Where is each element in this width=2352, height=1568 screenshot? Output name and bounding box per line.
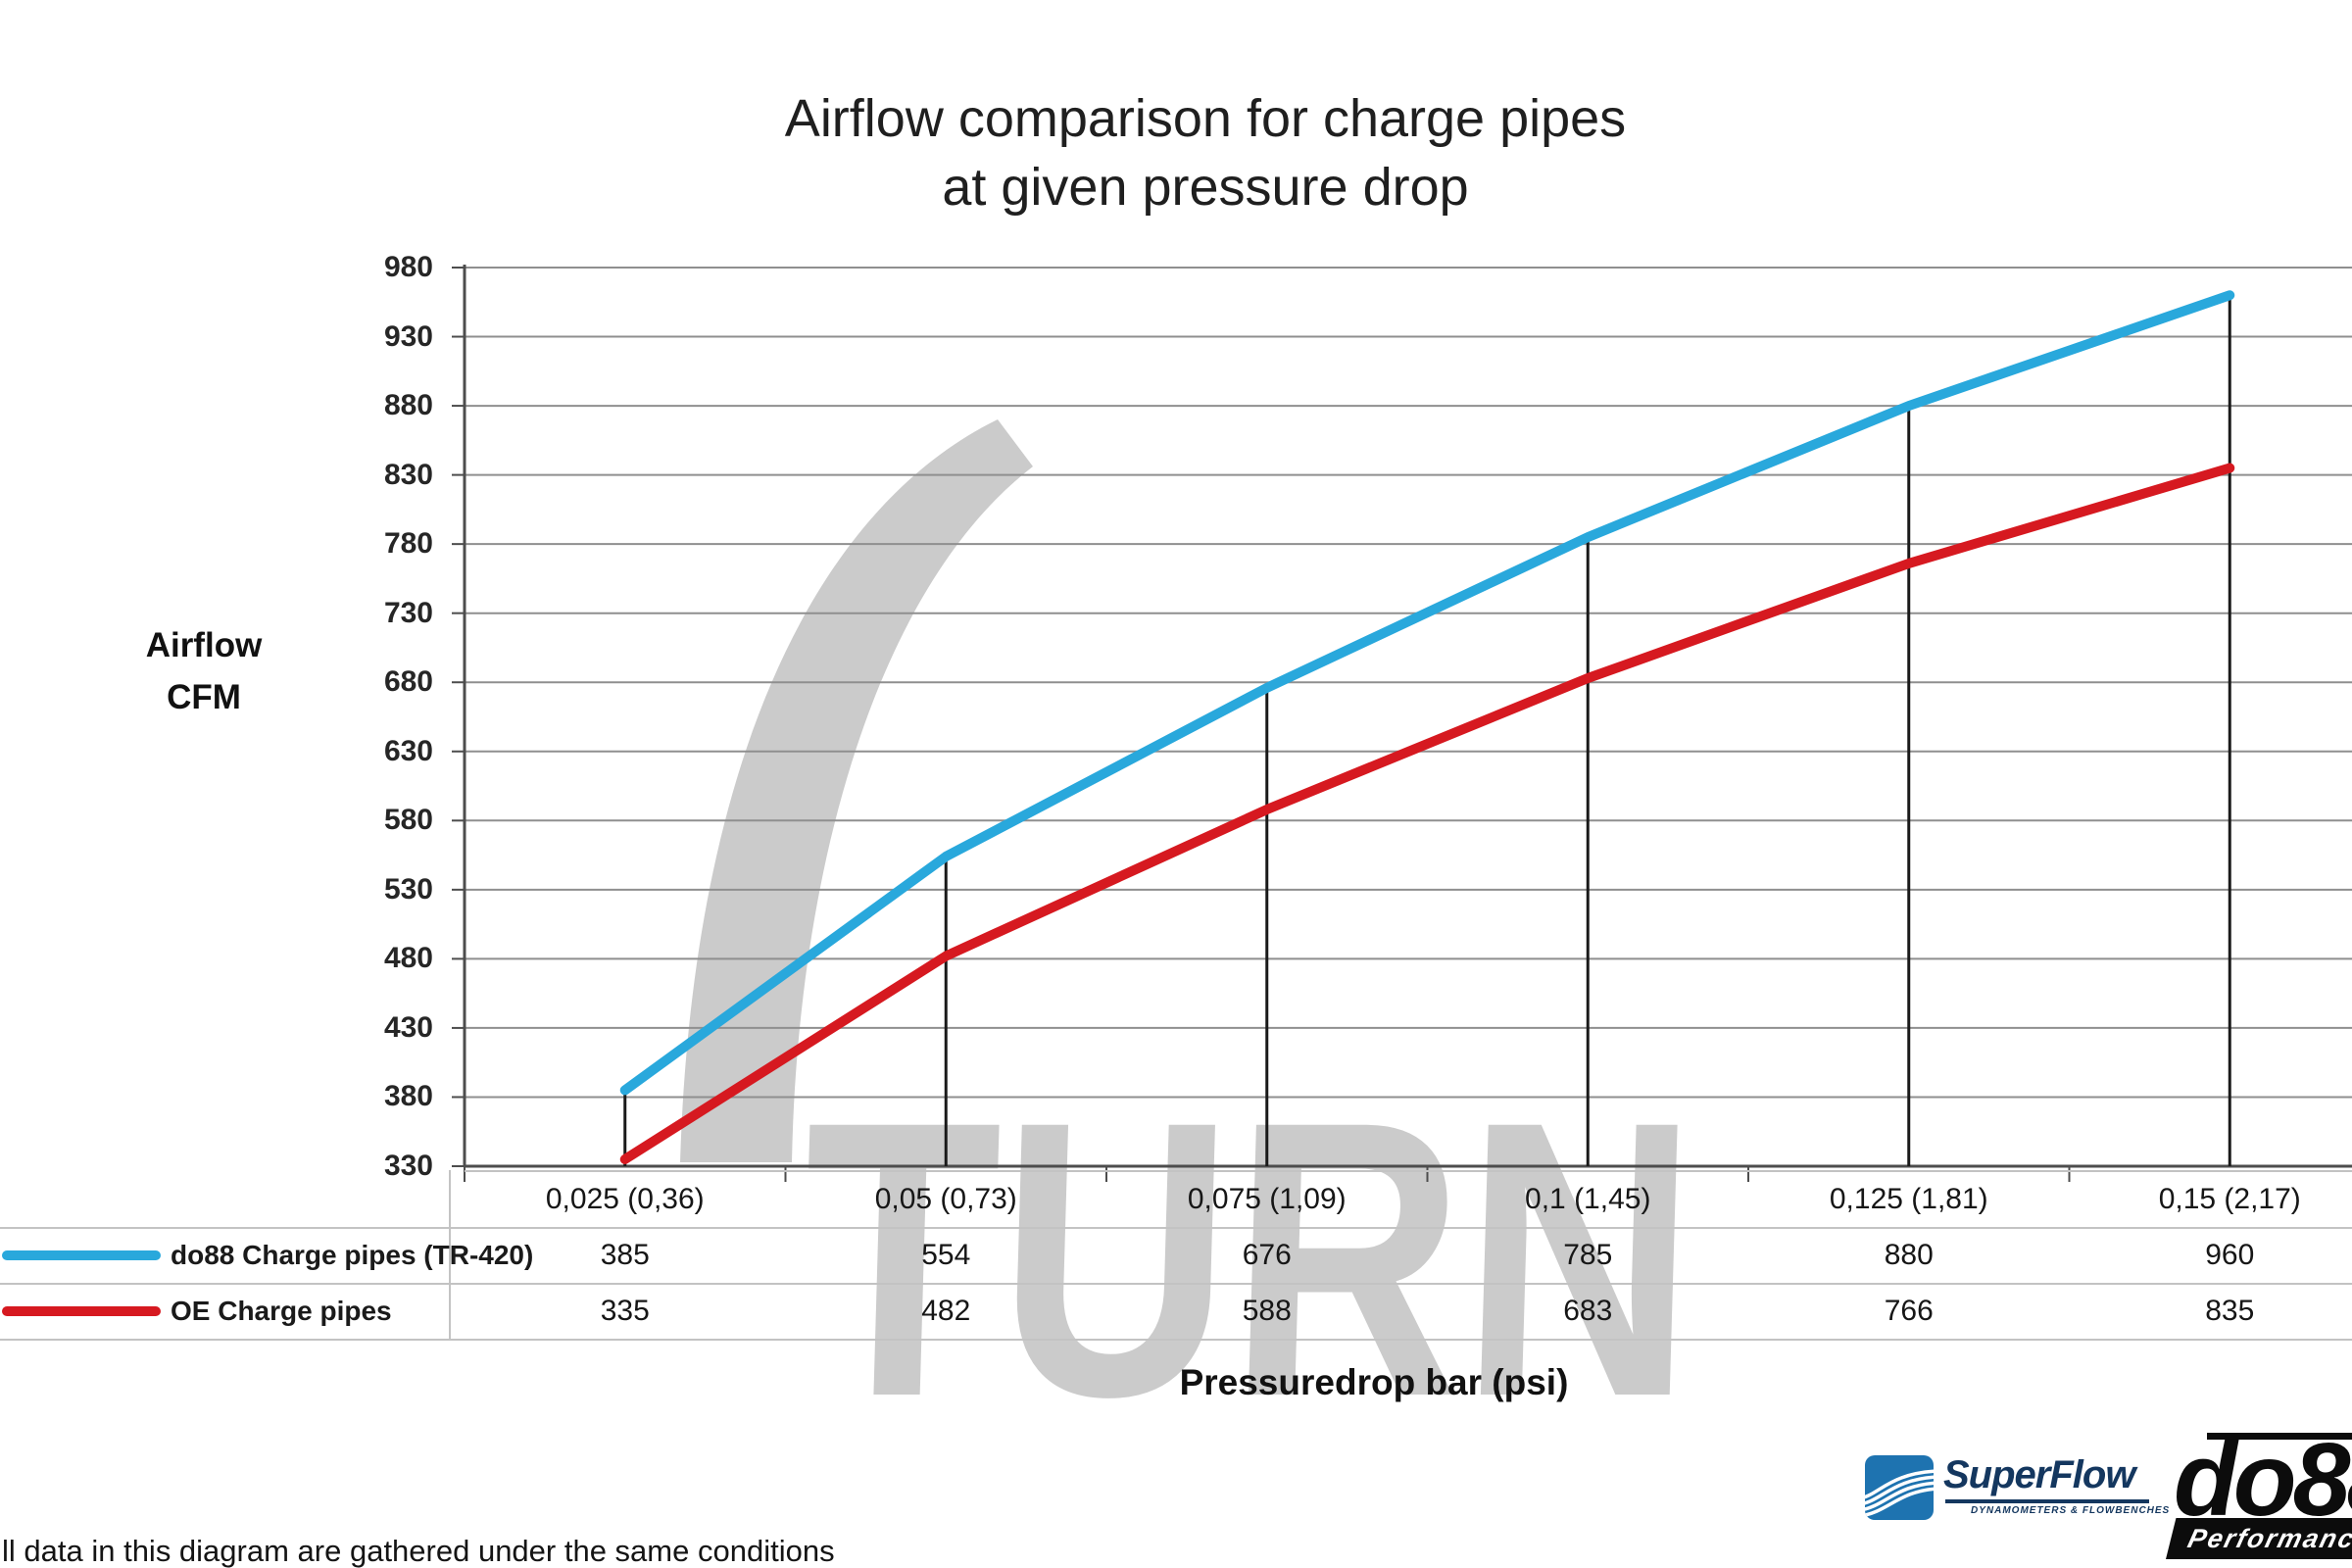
table-value: 960 — [2205, 1239, 2255, 1271]
series-line — [619, 290, 2235, 1096]
table-value: 676 — [1242, 1239, 1292, 1271]
table-border-row2 — [0, 1283, 2352, 1285]
legend-row-oe: OE Charge pipes — [0, 1284, 449, 1338]
superflow-underline — [1945, 1499, 2149, 1503]
x-category-label: 0,1 (1,45) — [1525, 1183, 1651, 1215]
table-value: 554 — [921, 1239, 971, 1271]
swoosh-blade — [680, 419, 1033, 1162]
table-value: 588 — [1242, 1295, 1292, 1327]
chart-title-line-2: at given pressure drop — [942, 158, 1469, 218]
y-tick-label: 680 — [383, 665, 433, 699]
y-tick-label: 480 — [383, 942, 433, 975]
table-border-bottom — [0, 1339, 2352, 1341]
table-value: 683 — [1563, 1295, 1613, 1327]
y-axis-title-line-1: Airflow — [145, 626, 263, 664]
x-category-label: 0,15 (2,17) — [2158, 1183, 2301, 1215]
do88-performance-label: Performance — [2184, 1523, 2352, 1553]
y-tick-label: 430 — [383, 1010, 433, 1044]
series-line — [619, 463, 2235, 1164]
chart-title: Airflow comparison for charge pipes at g… — [392, 84, 2019, 221]
y-tick-label: 830 — [383, 458, 433, 491]
y-tick-label: 330 — [383, 1150, 433, 1182]
table-border-row1 — [0, 1227, 2352, 1229]
x-axis-title: Pressuredrop bar (psi) — [1179, 1362, 1569, 1402]
table-value: 766 — [1884, 1295, 1934, 1327]
legend-item-label: OE Charge pipes — [171, 1295, 392, 1326]
table-value: 482 — [921, 1295, 971, 1327]
superflow-wave-icon — [1865, 1455, 1934, 1520]
x-category-label: 0,05 (0,73) — [874, 1183, 1017, 1215]
y-tick-label: 630 — [383, 734, 433, 767]
table-legend-divider — [449, 1170, 451, 1341]
x-category-label: 0,075 (1,09) — [1187, 1183, 1347, 1215]
superflow-logo: SuperFlow DYNAMOMETERS & FLOWBENCHES — [1865, 1453, 2169, 1542]
y-tick-label: 580 — [383, 804, 433, 837]
y-tick-label: 980 — [383, 251, 433, 283]
legend-item-label: do88 Charge pipes (TR-420) — [171, 1239, 534, 1270]
chart-title-line-1: Airflow comparison for charge pipes — [784, 89, 1627, 148]
disclaimer-text: ll data in this diagram are gathered und… — [2, 1448, 859, 1568]
do88-performance-bar: Performance — [2166, 1518, 2352, 1559]
x-category-label: 0,025 (0,36) — [545, 1183, 705, 1215]
do88-logo: do88 Performance — [2164, 1421, 2352, 1563]
x-category-label: 0,125 (1,81) — [1829, 1183, 1988, 1215]
disclaimer-line-1: ll data in this diagram are gathered und… — [2, 1534, 835, 1568]
table-value: 335 — [600, 1295, 650, 1327]
y-tick-label: 530 — [383, 872, 433, 906]
superflow-wordmark: SuperFlow — [1943, 1453, 2135, 1496]
y-axis-title: Airflow CFM — [94, 620, 314, 723]
y-tick-label: 780 — [383, 527, 433, 561]
y-tick-label: 930 — [383, 319, 433, 353]
superflow-waves — [1865, 1469, 1934, 1517]
table-border-top — [465, 1170, 2352, 1172]
do88-top-bar — [2207, 1433, 2352, 1440]
superflow-tagline: DYNAMOMETERS & FLOWBENCHES — [1971, 1505, 2171, 1516]
table-value: 785 — [1563, 1239, 1613, 1271]
y-axis-title-line-2: CFM — [167, 677, 241, 716]
y-tick-label: 380 — [383, 1080, 433, 1113]
y-tick-label: 880 — [383, 389, 433, 422]
table-value: 835 — [2205, 1295, 2255, 1327]
legend-swatch-line-oe — [2, 1305, 161, 1316]
table-value: 880 — [1884, 1239, 1934, 1271]
legend-swatch-line-do88 — [2, 1250, 161, 1260]
y-tick-label: 730 — [383, 596, 433, 629]
table-value: 385 — [600, 1239, 650, 1271]
legend-row-do88: do88 Charge pipes (TR-420) — [0, 1228, 533, 1282]
